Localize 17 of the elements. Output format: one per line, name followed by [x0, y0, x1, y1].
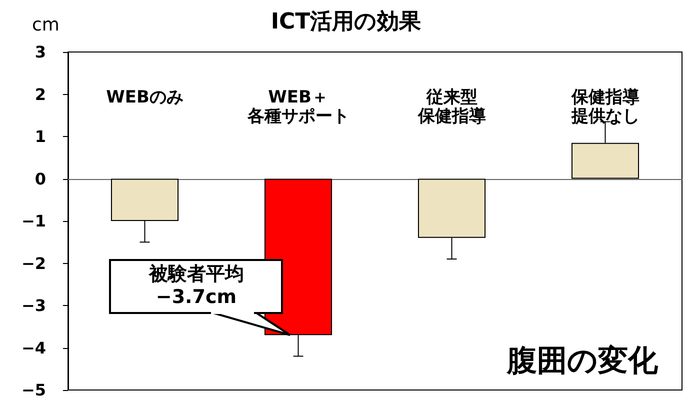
x-tick-label: WEBのみ	[106, 88, 184, 108]
annotation: 被験者平均 −3.7cm	[148, 263, 245, 310]
y-tick-label: 1	[34, 127, 46, 146]
x-tick-label: 従来型保健指導	[416, 88, 486, 126]
y-tick-label: −4	[21, 338, 46, 358]
annotation: 腹囲の変化	[506, 344, 659, 378]
y-tick-label: −2	[21, 254, 46, 273]
y-axis-title: cm	[32, 14, 60, 36]
y-tick-label: 3	[34, 42, 46, 62]
chart-title: ICT活用の効果	[270, 10, 422, 34]
y-tick-label: −3	[21, 296, 46, 315]
y-tick-label: −5	[21, 380, 46, 400]
y-tick-label: 0	[34, 169, 46, 188]
x-tick-label: 保健指導提供なし	[570, 88, 640, 126]
x-tick-label: WEB＋各種サポート	[246, 88, 350, 126]
y-tick-label: −1	[21, 212, 46, 230]
y-tick-label: 2	[34, 84, 46, 104]
